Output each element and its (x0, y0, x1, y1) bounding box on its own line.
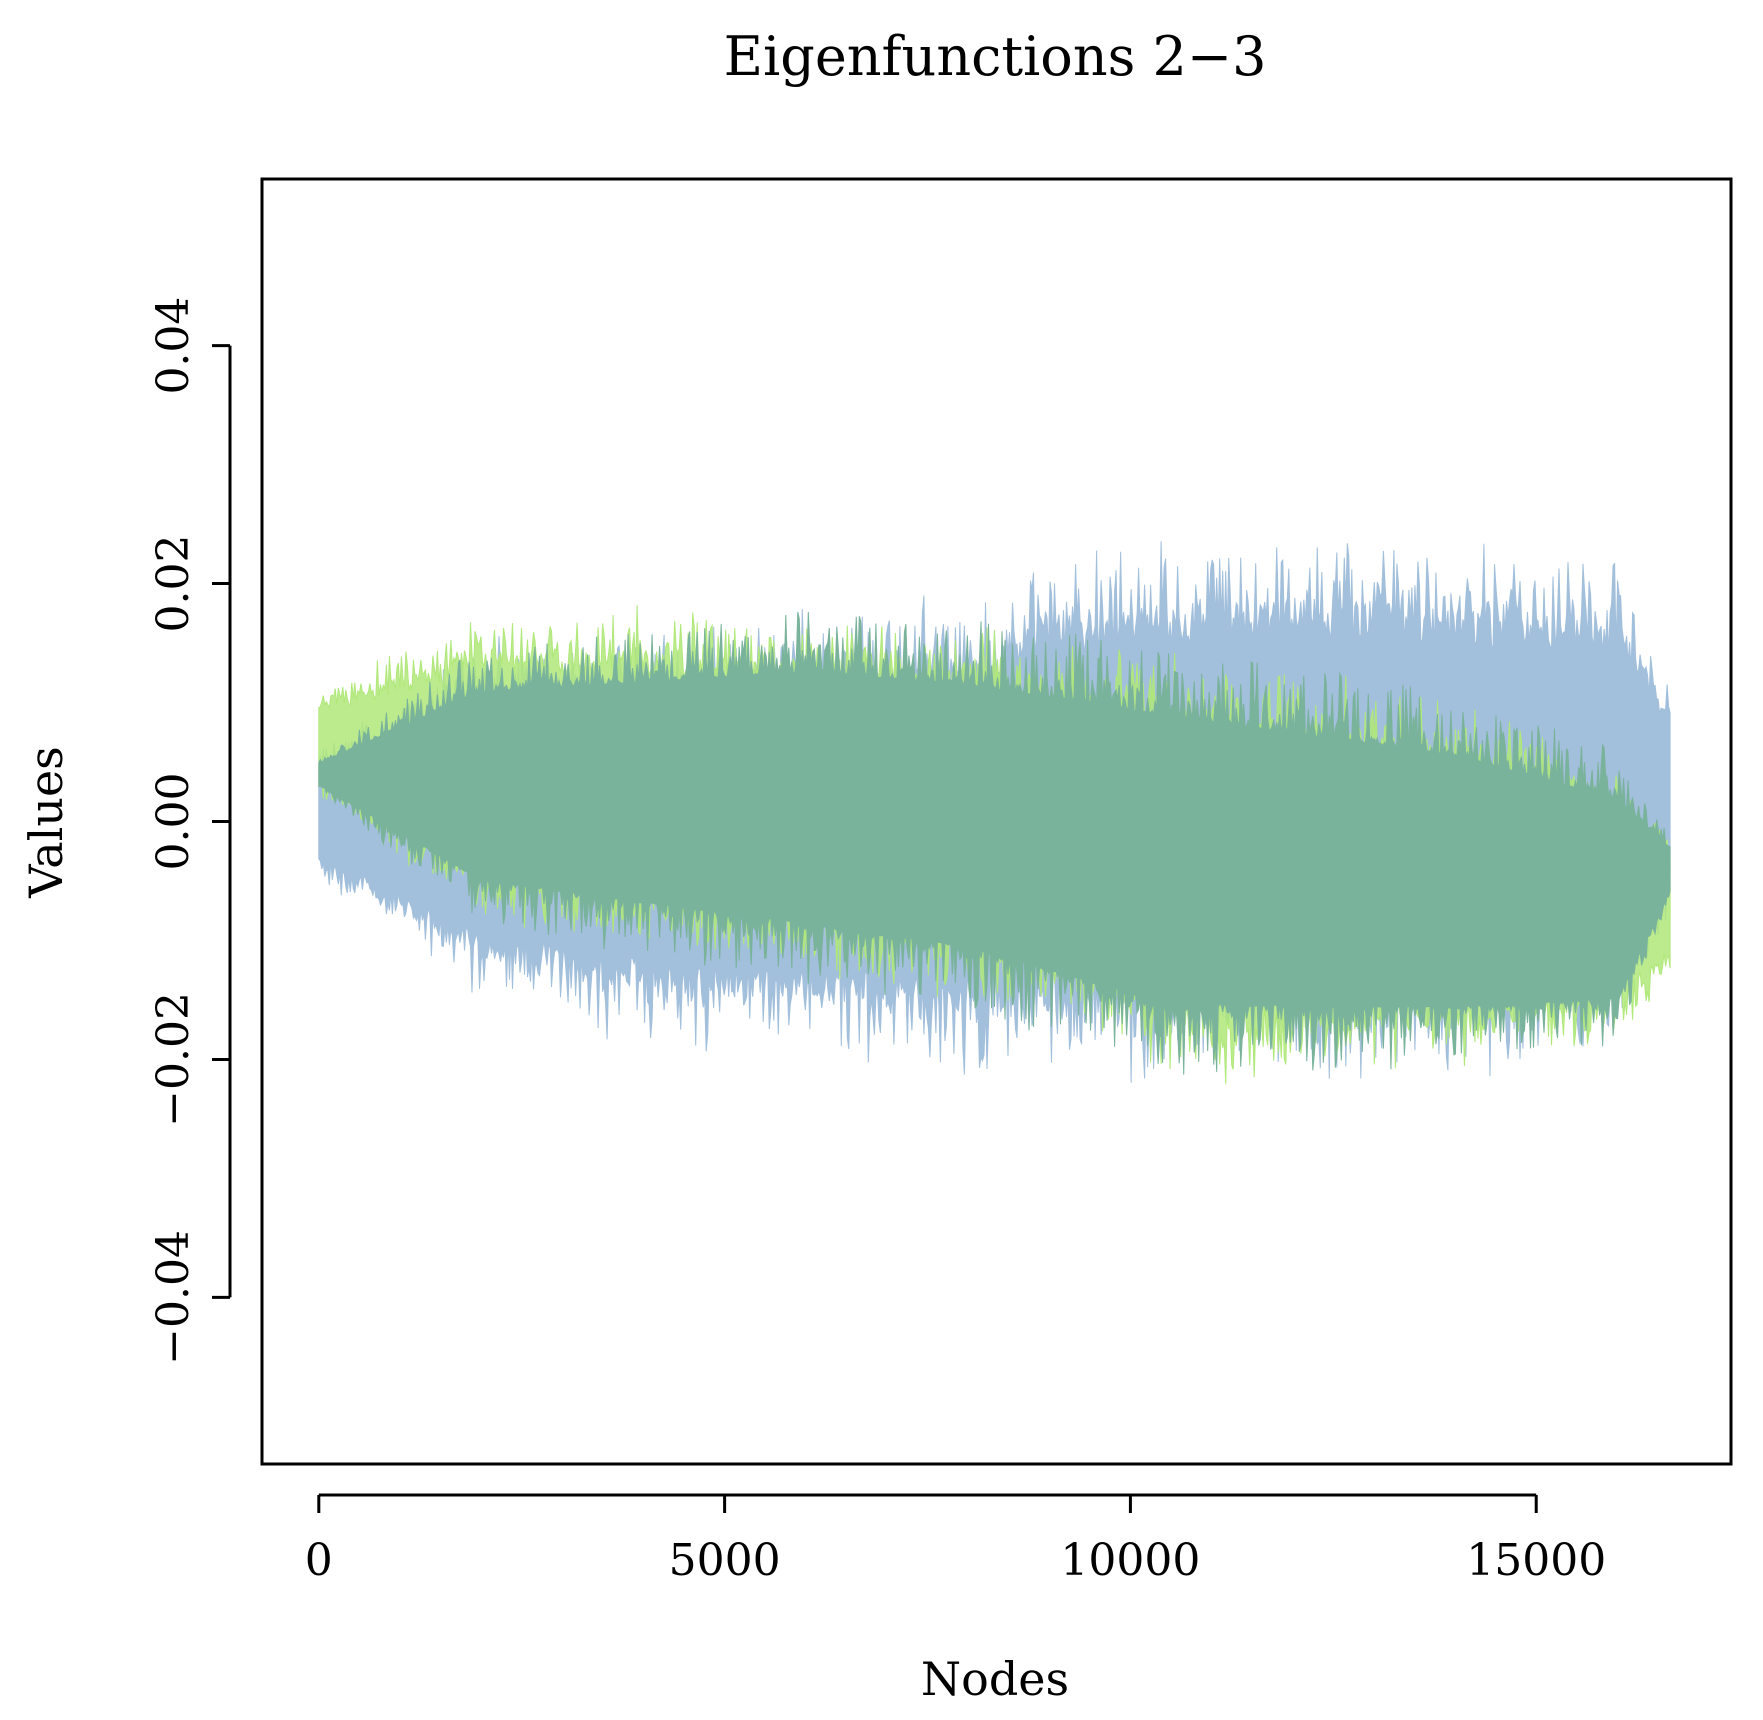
x-tick-label: 0 (305, 1535, 333, 1586)
y-tick-label: 0.00 (148, 773, 199, 871)
series-overlap (318, 611, 1671, 1075)
y-axis: −0.04 −0.02 0.00 0.02 0.04 (148, 297, 232, 1365)
y-tick-label: 0.02 (148, 535, 199, 633)
x-tick-label: 10000 (1060, 1535, 1200, 1586)
series-layer (318, 541, 1671, 1084)
x-tick-label: 15000 (1466, 1535, 1606, 1586)
x-axis: 0 5000 10000 15000 (305, 1493, 1606, 1586)
y-tick-label: 0.04 (148, 297, 199, 395)
y-axis-label: Values (19, 746, 73, 899)
y-tick-label: −0.02 (148, 992, 199, 1127)
chart-title: Eigenfunctions 2−3 (724, 25, 1267, 88)
x-tick-label: 5000 (669, 1535, 781, 1586)
y-tick-label: −0.04 (148, 1230, 199, 1365)
plot-frame (260, 177, 1733, 1466)
x-axis-label: Nodes (921, 1652, 1069, 1706)
